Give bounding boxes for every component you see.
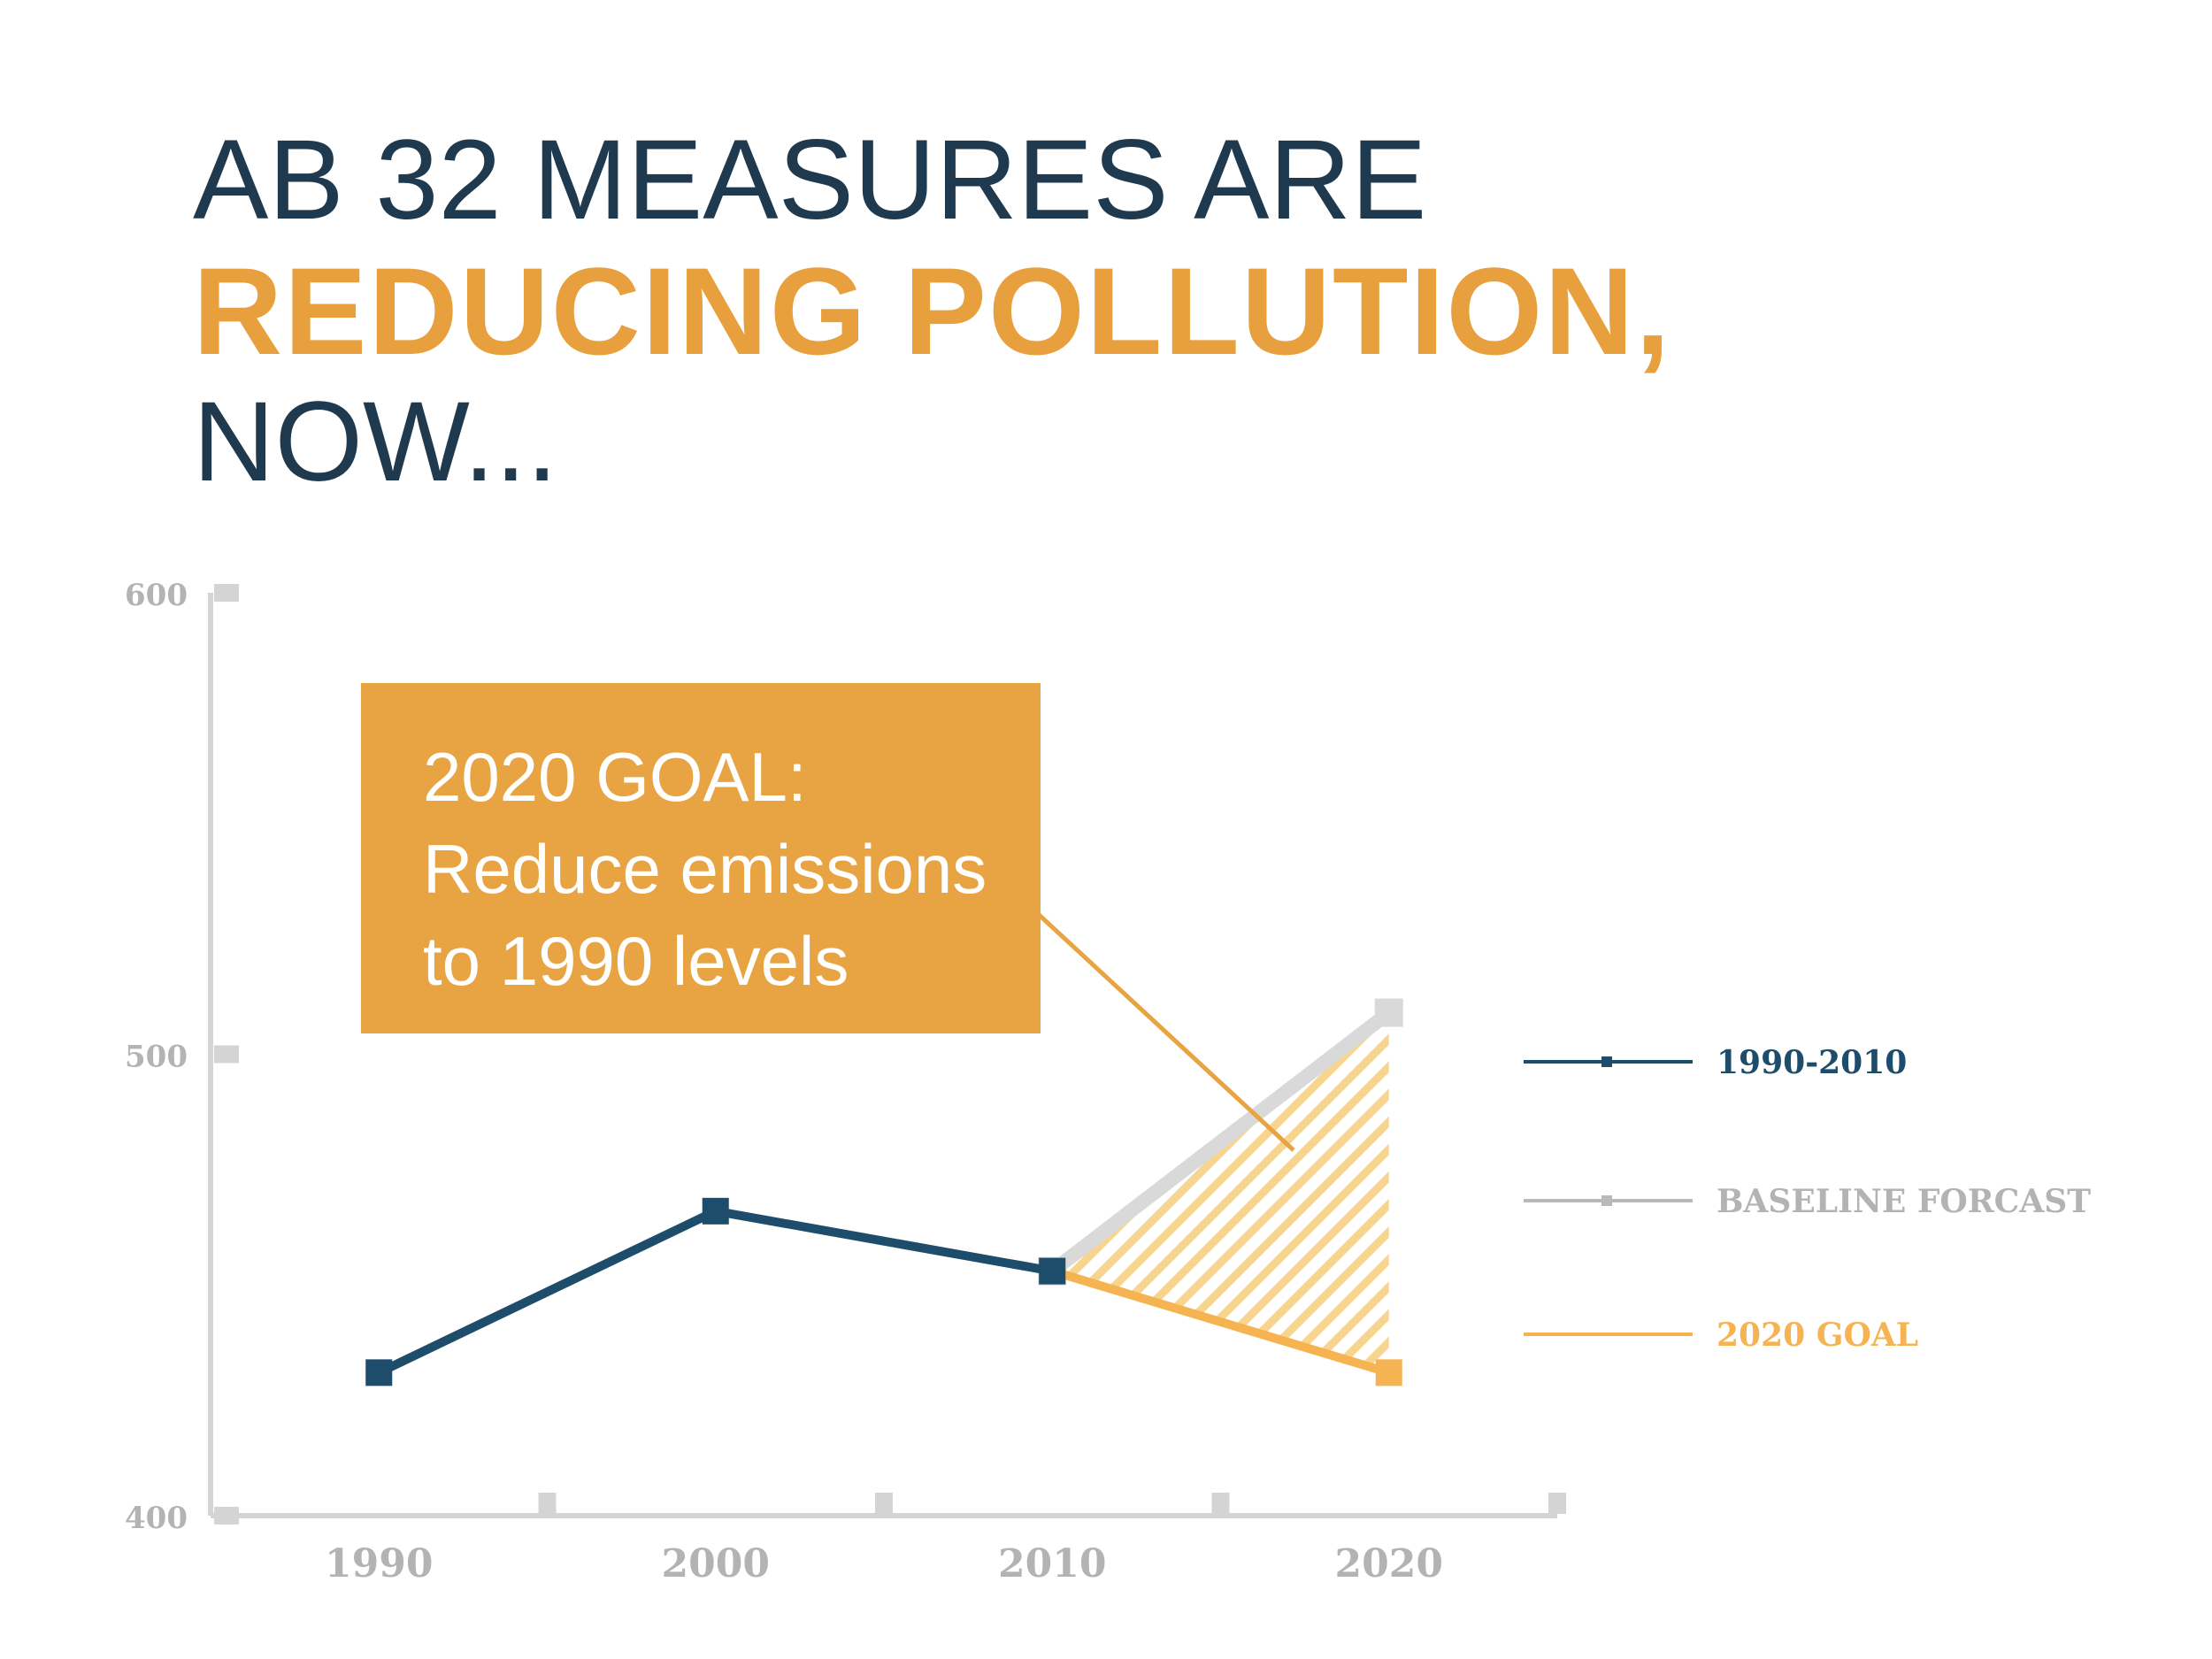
headline-line-3: NOW...	[193, 379, 558, 505]
goal-gap-hatch	[1052, 1012, 1389, 1373]
headline-line-2: REDUCING POLLUTION,	[193, 242, 1672, 380]
point-baseline-forcast-2020	[1374, 998, 1403, 1027]
series-line-baseline-forcast	[1048, 1007, 1394, 1277]
x-tick-1995	[538, 1493, 557, 1514]
goal-gap-area	[1052, 1012, 1389, 1373]
y-tick-label-600: 600	[125, 578, 188, 613]
x-tick-label-2010: 2010	[998, 1541, 1106, 1586]
legend-marker-1990-2010	[1601, 1056, 1612, 1067]
callout-line-2: Reduce emissions	[423, 830, 987, 908]
point-2020-goal-2020	[1375, 1359, 1402, 1386]
headline-line-1: AB 32 MEASURES ARE	[193, 117, 1427, 243]
y-tick-400	[214, 1507, 239, 1525]
x-tick-label-1990: 1990	[325, 1541, 433, 1586]
callout-line-3: to 1990 levels	[423, 922, 849, 1000]
x-tick-2025	[1548, 1493, 1566, 1514]
series-line-2020-goal	[1050, 1266, 1391, 1378]
y-tick-label-400: 400	[125, 1501, 188, 1536]
series-line-1990-2010	[377, 1206, 1054, 1377]
callout-pointer-line	[1033, 910, 1295, 1152]
callout-line-1: 2020 GOAL:	[423, 738, 807, 816]
legend-marker-baseline-forcast	[1601, 1195, 1612, 1206]
point-1990-2010-1990	[365, 1359, 393, 1386]
point-1990-2010-2010	[1039, 1257, 1066, 1285]
legend-label-2020-goal: 2020 GOAL	[1717, 1317, 1918, 1354]
y-tick-label-500: 500	[125, 1040, 188, 1075]
x-tick-2015	[1211, 1493, 1230, 1514]
y-tick-600	[214, 584, 239, 602]
point-1990-2010-2000	[702, 1197, 729, 1225]
axes: 400 500 600 1990 2000 2010 2020	[125, 578, 1566, 1586]
headline: AB 32 MEASURES ARE REDUCING POLLUTION, N…	[193, 124, 2139, 499]
x-tick-label-2000: 2000	[662, 1541, 770, 1586]
legend-label-baseline-forcast: BASELINE FORCAST	[1717, 1183, 2091, 1220]
y-tick-500	[214, 1045, 239, 1064]
legend-label-1990-2010: 1990-2010	[1717, 1044, 1907, 1081]
goal-callout-box: 2020 GOAL: Reduce emissions to 1990 leve…	[361, 683, 1041, 1033]
x-tick-2005	[875, 1493, 893, 1514]
series-lines	[365, 998, 1403, 1386]
legend: 1990-2010 BASELINE FORCAST 2020 GOAL	[1524, 1044, 2091, 1354]
x-tick-label-2020: 2020	[1335, 1541, 1443, 1586]
